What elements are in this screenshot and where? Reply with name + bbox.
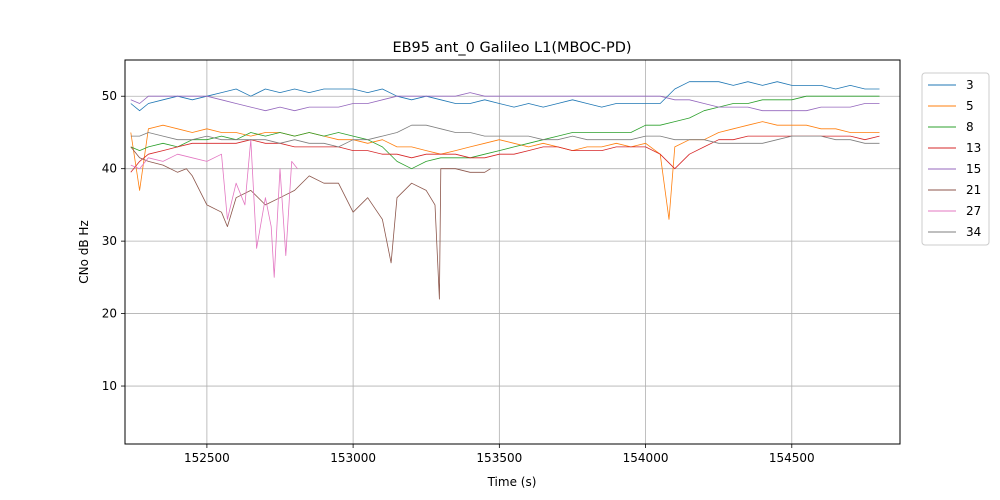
legend-label-8: 8 xyxy=(966,120,974,134)
legend-label-34: 34 xyxy=(966,225,981,239)
series-line-3 xyxy=(130,81,880,112)
legend-label-3: 3 xyxy=(966,78,974,92)
x-axis-label: Time (s) xyxy=(487,475,537,489)
y-tick-label: 30 xyxy=(102,234,117,248)
x-tick-label: 154000 xyxy=(623,451,669,465)
x-tick-label: 153500 xyxy=(476,451,522,465)
y-tick-label: 10 xyxy=(102,379,117,393)
series-line-15 xyxy=(130,92,880,112)
x-tick-label: 153000 xyxy=(330,451,376,465)
series-line-8 xyxy=(130,95,880,170)
plot-series xyxy=(130,81,880,300)
axis-ticks: 152500 153000 153500 154000 154500 10 20 30 40 50 xyxy=(102,89,815,465)
x-tick-label: 154500 xyxy=(769,451,815,465)
series-line-13 xyxy=(130,135,880,173)
x-tick-label: 152500 xyxy=(184,451,230,465)
legend-box xyxy=(921,72,990,246)
series-line-5 xyxy=(130,121,880,220)
series-line-34 xyxy=(130,124,880,148)
legend-label-5: 5 xyxy=(966,99,974,113)
legend-label-27: 27 xyxy=(966,204,981,218)
plot-frame xyxy=(124,59,901,445)
series-line-27 xyxy=(130,139,298,278)
y-tick-label: 50 xyxy=(102,89,117,103)
y-axis-label: CNo dB Hz xyxy=(77,220,91,284)
chart-title: EB95 ant_0 Galileo L1(MBOC-PD) xyxy=(392,40,631,56)
legend-label-13: 13 xyxy=(966,141,981,155)
grid-lines xyxy=(125,60,900,444)
legend-label-15: 15 xyxy=(966,162,981,176)
y-tick-label: 40 xyxy=(102,162,117,176)
legend: 3 5 8 13 15 21 27 34 xyxy=(921,72,990,246)
series-line-21 xyxy=(130,146,491,300)
legend-label-21: 21 xyxy=(966,183,981,197)
y-tick-label: 20 xyxy=(102,307,117,321)
